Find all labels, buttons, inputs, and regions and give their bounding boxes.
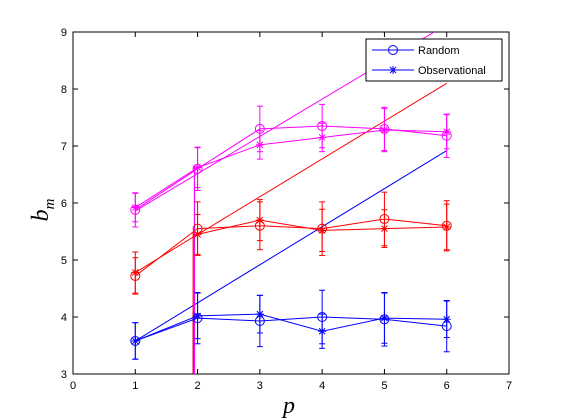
legend-marker-observational: [389, 66, 397, 74]
data-point: [255, 216, 264, 225]
series-line: [135, 316, 447, 342]
y-tick-label: 8: [61, 84, 67, 96]
series: [130, 289, 452, 360]
y-axis-label-main: b: [28, 209, 54, 221]
series-group: [130, 103, 452, 360]
series-line: [135, 219, 447, 273]
tick-labels: 0 1 2 3 4 5 6 7 3 4 5 6 7 8 9: [61, 27, 512, 392]
data-point-shape: [193, 311, 202, 320]
data-point-shape: [442, 222, 451, 231]
data-point-shape: [193, 230, 202, 239]
data-point-shape: [255, 216, 264, 225]
x-tick-label: 2: [195, 380, 201, 392]
fit-line: [192, 82, 447, 238]
axes: [72, 31, 510, 375]
legend-star-shape: [389, 66, 397, 74]
data-point: [255, 140, 264, 149]
fit-lines: [135, 32, 447, 374]
legend: Random Observational: [365, 38, 503, 82]
x-tick-label: 6: [444, 380, 450, 392]
legend-marker-random: [388, 45, 398, 55]
legend-label-observational: Observational: [418, 65, 486, 77]
data-point: [193, 311, 202, 320]
series: [131, 107, 451, 223]
data-point: [131, 268, 140, 277]
x-tick-label: 4: [319, 380, 325, 392]
data-point: [131, 336, 140, 345]
data-point: [318, 133, 327, 142]
data-point: [380, 126, 389, 135]
data-point-shape: [380, 314, 389, 323]
series: [130, 191, 452, 295]
series: [131, 199, 451, 294]
data-point-shape: [442, 315, 451, 324]
data-point-shape: [131, 203, 140, 212]
data-point: [442, 222, 451, 231]
y-axis-label-sub: m: [42, 198, 58, 209]
data-point-shape: [131, 336, 140, 345]
data-point-shape: [318, 226, 327, 235]
series-line: [135, 125, 447, 211]
data-point-shape: [255, 140, 264, 149]
series: [130, 103, 452, 228]
x-tick-label: 0: [70, 380, 76, 392]
fit-line: [135, 150, 447, 342]
x-tick-label: 3: [257, 380, 263, 392]
data-point: [442, 315, 451, 324]
x-axis-label: p: [281, 393, 295, 419]
data-point: [318, 226, 327, 235]
series: [131, 292, 451, 360]
data-point: [131, 203, 140, 212]
data-point-shape: [131, 268, 140, 277]
data-point: [193, 230, 202, 239]
data-point: [318, 327, 327, 336]
data-point-shape: [318, 133, 327, 142]
y-tick-label: 9: [61, 27, 67, 39]
y-axis-label: bm: [28, 198, 58, 221]
series-line: [135, 313, 447, 342]
data-point-shape: [442, 127, 451, 136]
series-line: [134, 218, 447, 277]
x-tick-label: 5: [381, 380, 387, 392]
data-point-shape: [193, 163, 202, 172]
data-point-shape: [318, 327, 327, 336]
legend-label-random: Random: [418, 45, 460, 57]
data-point: [442, 127, 451, 136]
data-point: [255, 310, 264, 319]
legend-box: [365, 38, 503, 82]
y-tick-label: 4: [61, 312, 67, 324]
data-point: [380, 314, 389, 323]
data-point-shape: [255, 310, 264, 319]
y-tick-label: 6: [61, 198, 67, 210]
series-line: [135, 129, 447, 208]
y-tick-label: 7: [61, 141, 67, 153]
x-tick-label: 7: [506, 380, 512, 392]
data-point: [380, 224, 389, 233]
data-point: [193, 163, 202, 172]
data-point-shape: [380, 126, 389, 135]
y-tick-label: 5: [61, 255, 67, 267]
legend-star-shape-shape: [389, 66, 397, 74]
data-point-shape: [380, 224, 389, 233]
y-tick-label: 3: [61, 369, 67, 381]
x-tick-label: 1: [132, 380, 138, 392]
